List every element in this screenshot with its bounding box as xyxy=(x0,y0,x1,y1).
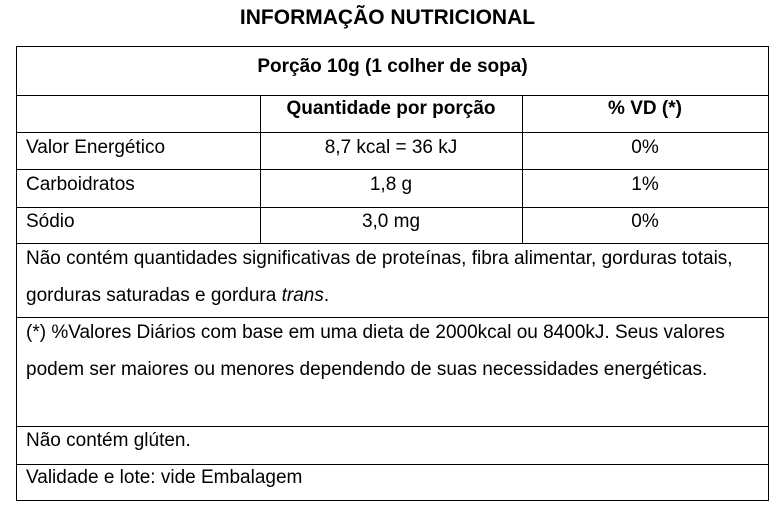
nutrient-vd: 0% xyxy=(631,137,659,158)
nutrient-name: Carboidratos xyxy=(26,174,135,195)
page-title: INFORMAÇÃO NUTRICIONAL xyxy=(239,6,536,29)
divider xyxy=(17,317,768,318)
validity-statement: Validade e lote: vide Embalagem xyxy=(26,467,303,488)
divider xyxy=(17,464,768,465)
note-end: . xyxy=(323,285,330,306)
nutrient-amount: 8,7 kcal = 36 kJ xyxy=(324,137,458,158)
portion-label: Porção 10g (1 colher de sopa) xyxy=(257,56,528,77)
nutrient-vd: 1% xyxy=(631,174,659,195)
divider xyxy=(17,207,768,208)
header-quantity: Quantidade por porção xyxy=(286,98,496,119)
divider xyxy=(17,95,768,96)
gluten-statement: Não contém glúten. xyxy=(26,430,191,451)
divider xyxy=(17,132,768,133)
nutrient-vd: 0% xyxy=(631,211,659,232)
daily-values-footnote: (*) %Valores Diários com base em uma die… xyxy=(26,322,725,380)
divider xyxy=(17,169,768,170)
header-vd: % VD (*) xyxy=(608,98,682,119)
divider xyxy=(17,243,768,244)
nutrition-table: Porção 10g (1 colher de sopa) Quantidade… xyxy=(16,46,769,501)
divider xyxy=(17,426,768,427)
nutrient-name: Valor Energético xyxy=(26,137,166,158)
nutrient-amount: 3,0 mg xyxy=(361,211,421,232)
note-text: Não contém quantidades significativas de… xyxy=(26,248,733,306)
nutrient-amount: 1,8 g xyxy=(369,174,413,195)
nutrient-note: Não contém quantidades significativas de… xyxy=(26,240,762,314)
nutrient-name: Sódio xyxy=(26,211,75,232)
note-italic: trans xyxy=(281,285,324,306)
